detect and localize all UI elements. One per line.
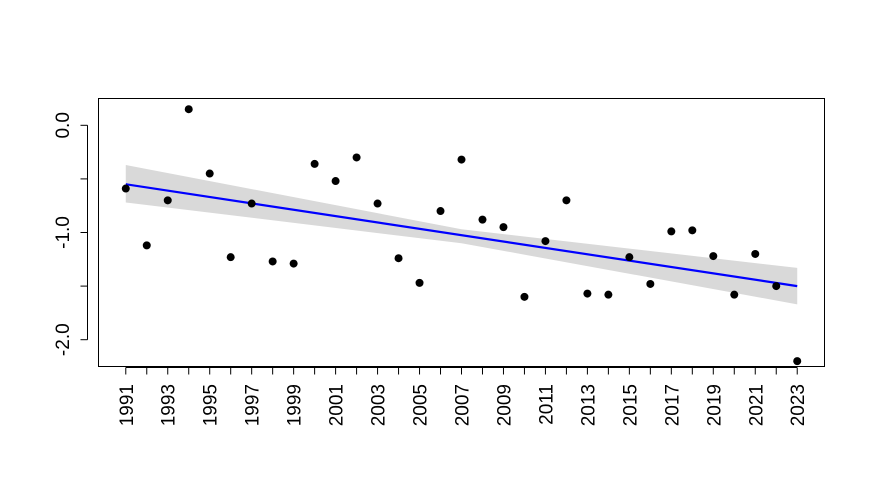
data-point (604, 290, 613, 299)
x-tick-label: 2005 (411, 384, 432, 426)
data-point (226, 253, 235, 262)
x-tick-label: 2015 (620, 384, 641, 426)
data-point (352, 153, 361, 162)
x-tick-label: 2007 (453, 384, 474, 426)
trend-line-layer (125, 183, 798, 288)
x-tick-label: 2001 (327, 384, 348, 426)
x-tick-label: 2023 (788, 384, 809, 426)
data-point (415, 278, 424, 287)
x-axis: 1991 1993 1995 1997 1999 2001 2003 2005 2007 2009… (117, 367, 809, 426)
x-tick-label: 1999 (285, 384, 306, 426)
y-tick-label: 0.0 (53, 112, 74, 138)
plot-area-box (98, 98, 825, 367)
data-point (436, 207, 445, 216)
data-point (184, 105, 193, 114)
data-point (709, 252, 718, 261)
data-point (478, 215, 487, 224)
data-point (163, 196, 172, 205)
data-point (646, 279, 655, 288)
data-point (373, 199, 382, 208)
data-point (583, 289, 592, 298)
data-point (688, 226, 697, 235)
data-point (205, 169, 214, 178)
x-tick-label: 2013 (578, 384, 599, 426)
x-tick-label: 1997 (243, 384, 264, 426)
data-point (499, 223, 508, 232)
data-point (793, 357, 802, 366)
data-point (751, 249, 760, 258)
data-point (541, 237, 550, 246)
data-point (625, 253, 634, 262)
y-axis: 0.0 -1.0 -2.0 (53, 112, 88, 356)
data-point (121, 184, 130, 193)
data-point (289, 259, 298, 268)
data-point (394, 254, 403, 263)
x-tick-label: 2011 (536, 384, 557, 425)
data-point (772, 282, 781, 291)
x-tick-label: 1993 (159, 384, 180, 426)
trend-line (125, 183, 798, 288)
x-tick-label: 2021 (746, 384, 767, 426)
x-tick-label: 2019 (704, 384, 725, 426)
data-points-layer (121, 105, 802, 366)
x-tick-label: 2003 (369, 384, 390, 426)
data-point (331, 177, 340, 186)
x-tick-label: 2009 (494, 384, 515, 426)
data-point (457, 155, 466, 164)
data-point (562, 196, 571, 205)
data-point (730, 290, 739, 299)
data-point (667, 227, 676, 236)
data-point (268, 257, 277, 266)
x-tick-label: 2017 (662, 384, 683, 426)
x-tick-label: 1995 (201, 384, 222, 426)
data-point (142, 241, 151, 250)
y-tick-label: -2.0 (53, 323, 74, 356)
data-point (247, 199, 256, 208)
data-point (310, 159, 319, 168)
data-point (520, 292, 529, 301)
y-tick-label: -1.0 (53, 216, 74, 249)
x-tick-label: 1991 (117, 384, 138, 426)
